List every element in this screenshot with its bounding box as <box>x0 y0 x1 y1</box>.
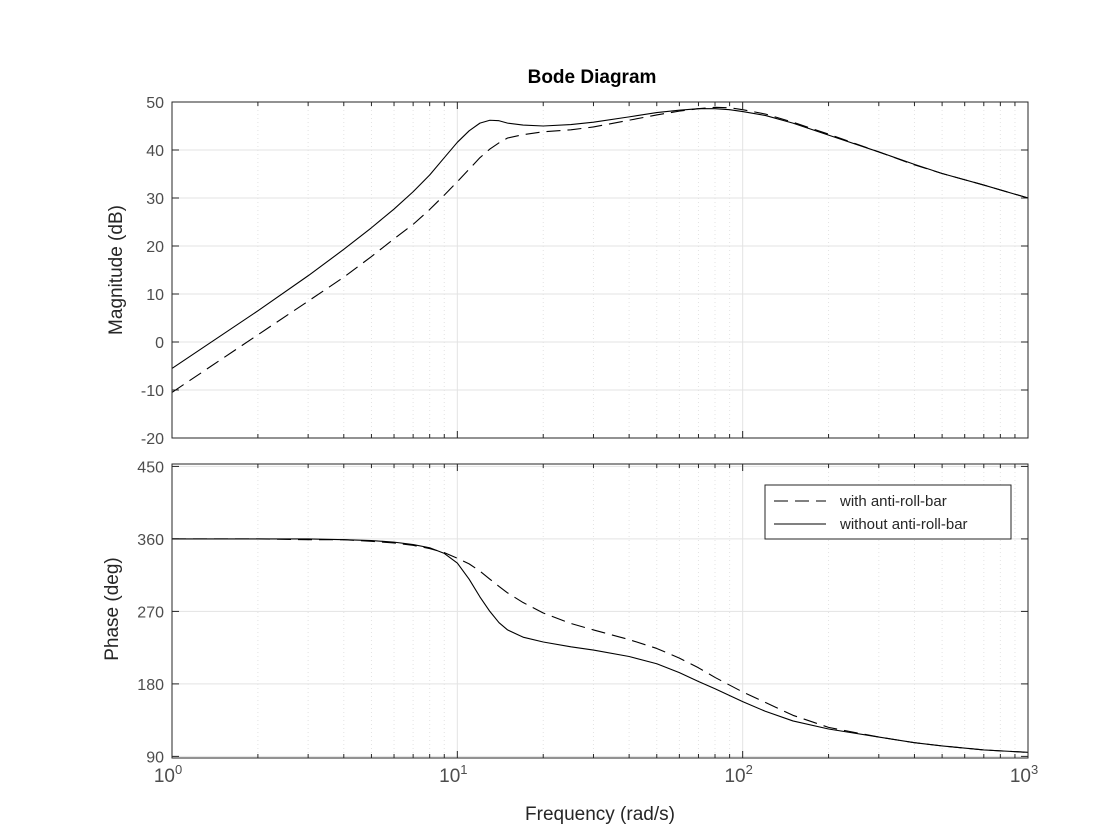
y-tick-label: -20 <box>141 431 164 448</box>
y-tick-label: 0 <box>155 335 164 352</box>
phase-series <box>172 538 1029 753</box>
x-tick-labels: 100 101 102 103 <box>154 762 1038 787</box>
chart-title: Bode Diagram <box>528 67 657 88</box>
y-tick-label: 30 <box>146 191 164 208</box>
phase-axes-box <box>171 463 1029 759</box>
legend-entry-with-anti-roll-bar: with anti-roll-bar <box>839 493 947 510</box>
y-tick-label: 360 <box>137 532 164 549</box>
phase-y-ticks: 450 360 270 180 90 <box>137 459 1028 766</box>
y-tick-label: 10 <box>146 287 164 304</box>
y-tick-label: 50 <box>146 95 164 112</box>
magnitude-axis-label: Magnitude (dB) <box>106 205 127 335</box>
y-tick-label: 450 <box>137 459 164 476</box>
y-tick-label: 270 <box>137 604 164 621</box>
magnitude-series-without-anti-roll-bar <box>171 108 1029 369</box>
magnitude-grid <box>172 101 1028 439</box>
y-tick-label: 90 <box>146 749 164 766</box>
y-tick-label: 40 <box>146 143 164 160</box>
phase-series-with-anti-roll-bar <box>172 538 1029 753</box>
phase-x-ticks <box>257 464 1016 758</box>
magnitude-plot-area <box>172 102 1028 438</box>
legend: with anti-roll-bar without anti-roll-bar <box>764 484 1012 540</box>
x-tick-label: 101 <box>439 762 467 787</box>
legend-entry-without-anti-roll-bar: without anti-roll-bar <box>839 516 968 533</box>
magnitude-series <box>171 106 1029 393</box>
y-tick-label: -10 <box>141 383 164 400</box>
phase-series-without-anti-roll-bar <box>172 538 1029 753</box>
magnitude-y-ticks: 50 40 30 20 10 0 -10 -20 <box>141 95 1028 448</box>
phase-axis-label: Phase (deg) <box>102 557 123 661</box>
x-axis-label: Frequency (rad/s) <box>525 804 675 825</box>
x-tick-label: 100 <box>154 762 182 787</box>
magnitude-series-with-anti-roll-bar <box>171 106 1029 393</box>
magnitude-x-ticks <box>257 102 1016 438</box>
magnitude-plot: 50 40 30 20 10 0 -10 -20 <box>141 95 1029 448</box>
y-tick-label: 180 <box>137 677 164 694</box>
x-tick-label: 103 <box>1010 762 1038 787</box>
legend-box <box>764 484 1012 540</box>
y-tick-label: 20 <box>146 239 164 256</box>
magnitude-axes-box <box>171 101 1029 439</box>
x-tick-label: 102 <box>724 762 752 787</box>
